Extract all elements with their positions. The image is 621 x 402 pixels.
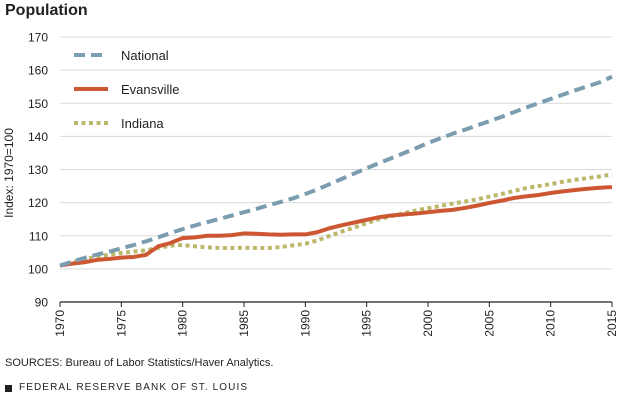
x-tick-label-1970: 1970 xyxy=(53,310,67,337)
y-tick-label-90: 90 xyxy=(35,296,49,310)
x-tick-label-2010: 2010 xyxy=(544,310,558,337)
y-tick-label-150: 150 xyxy=(28,97,48,111)
x-tick-label-1995: 1995 xyxy=(360,310,374,337)
legend-label-national: National xyxy=(121,48,169,63)
y-tick-label-140: 140 xyxy=(28,130,48,144)
y-tick-label-130: 130 xyxy=(28,163,48,177)
y-tick-label-120: 120 xyxy=(28,196,48,210)
x-tick-label-1980: 1980 xyxy=(176,310,190,337)
x-tick-label-1985: 1985 xyxy=(237,310,251,337)
population-line-chart: 90 100 110 120 130 140 150 160 170 1970 1975 1980 19… xyxy=(2,31,619,337)
footer-square-icon xyxy=(5,384,12,392)
x-tick-label-2005: 2005 xyxy=(482,310,496,337)
series-lines xyxy=(59,74,613,268)
x-tick-label-2000: 2000 xyxy=(421,310,435,337)
y-tick-label-160: 160 xyxy=(28,64,48,78)
series-line-national xyxy=(59,74,613,268)
legend: National Evansville Indiana xyxy=(74,48,180,131)
y-tick-label-100: 100 xyxy=(28,262,48,276)
chart-title: Population xyxy=(5,2,88,19)
x-tick-label-2015: 2015 xyxy=(605,310,619,337)
footer: FEDERAL RESERVE BANK OF ST. LOUIS xyxy=(5,381,248,395)
y-tick-label-110: 110 xyxy=(29,229,48,243)
legend-label-indiana: Indiana xyxy=(121,116,164,131)
legend-label-evansville: Evansville xyxy=(121,82,180,97)
axes: 90 100 110 120 130 140 150 160 170 1970 1975 1980 19… xyxy=(28,31,619,337)
y-tick-label-170: 170 xyxy=(28,31,48,45)
source-note: SOURCES: Bureau of Labor Statistics/Have… xyxy=(5,357,274,369)
gridlines xyxy=(60,36,612,270)
y-axis-label: Index: 1970=100 xyxy=(2,128,16,218)
series-line-indiana xyxy=(59,172,613,268)
footer-org-name: FEDERAL RESERVE BANK OF ST. LOUIS xyxy=(19,382,249,393)
series-line-evansville xyxy=(59,185,613,268)
x-tick-label-1990: 1990 xyxy=(298,310,312,337)
x-tick-label-1975: 1975 xyxy=(114,310,128,337)
